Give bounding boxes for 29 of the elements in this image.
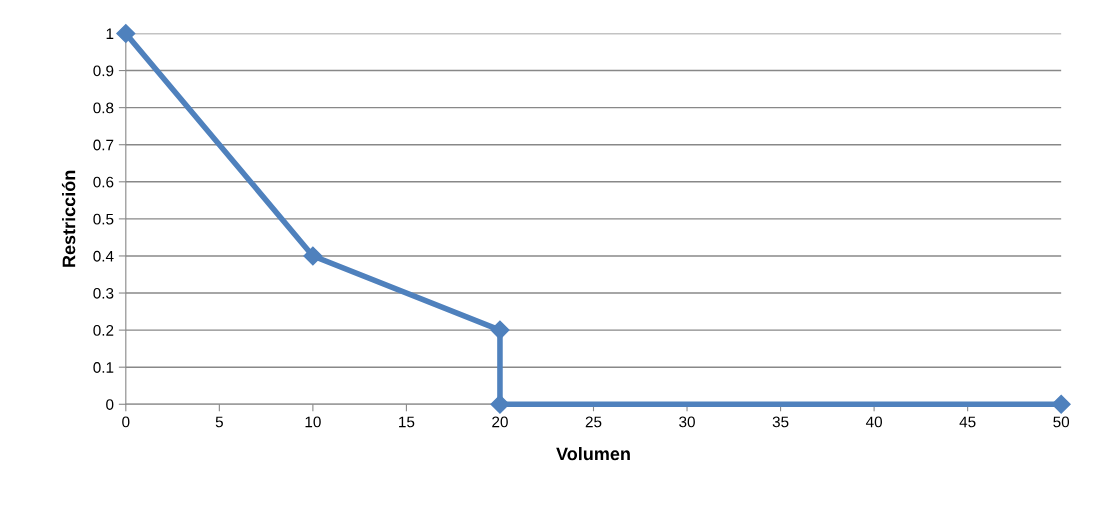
x-axis-title: Volumen — [556, 446, 630, 461]
x-tick-label: 50 — [1053, 416, 1070, 428]
x-tick-label: 10 — [305, 416, 321, 428]
x-tick-label: 40 — [865, 416, 883, 428]
y-tick-label: 0 — [106, 399, 114, 410]
y-tick-label: 0.1 — [93, 362, 114, 373]
x-tick-label: 30 — [679, 416, 695, 428]
x-tick-label: 5 — [215, 416, 223, 428]
point — [490, 320, 510, 340]
y-tick-label: 0.8 — [93, 102, 114, 114]
y-tick-label: 0.5 — [93, 213, 114, 225]
x-tick-label: 35 — [772, 416, 789, 428]
y-axis-title: Restricción — [61, 170, 76, 267]
y-tick-label: 0.9 — [93, 65, 114, 77]
x-tick-label: 25 — [585, 416, 602, 428]
x-tick-label: 45 — [959, 416, 976, 428]
point — [1051, 394, 1071, 414]
y-tick-label: 0.6 — [93, 176, 114, 188]
x-tick-label: 15 — [399, 416, 415, 428]
y-tick-label: 0.2 — [93, 324, 114, 336]
x-tick-label: 20 — [492, 416, 508, 428]
y-tick-label: 0.7 — [93, 139, 114, 151]
y-tick-label: 0.3 — [93, 287, 114, 299]
point — [490, 394, 510, 414]
point — [303, 246, 323, 266]
x-tick-label: 0 — [122, 416, 130, 428]
y-tick-label: 1 — [106, 28, 114, 40]
point — [116, 23, 136, 44]
y-tick-label: 0.4 — [93, 250, 114, 262]
